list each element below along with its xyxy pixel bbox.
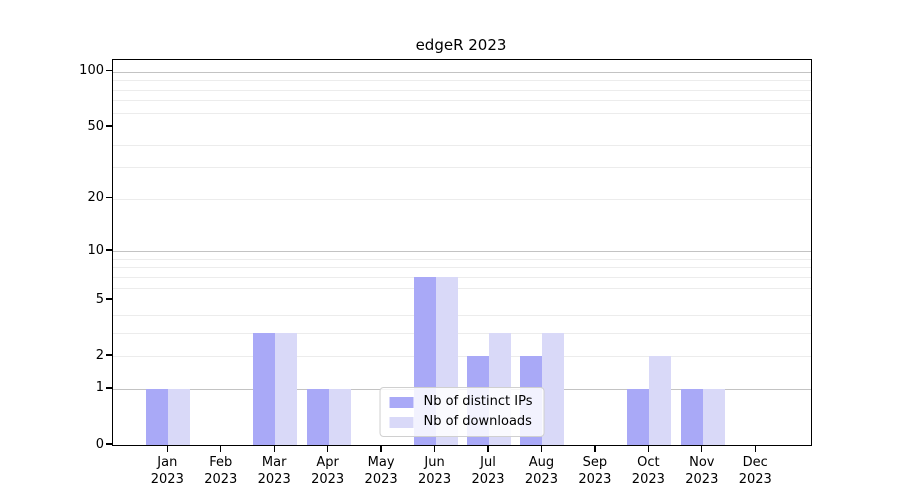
gridline-70 [113, 100, 811, 102]
y-tick-mark-10 [106, 249, 112, 251]
x-tick-label-jul: Jul 2023 [471, 455, 505, 487]
gridline-10 [113, 251, 811, 253]
x-tick-label-sep: Sep 2023 [578, 455, 612, 487]
y-tick-label-50: 50 [87, 118, 104, 134]
x-tick-mark-oct [647, 445, 650, 452]
plot-area: Nb of distinct IPs Nb of downloads [112, 59, 812, 446]
chart-title: edgeR 2023 [415, 36, 507, 54]
x-tick-label-feb: Feb 2023 [204, 455, 238, 487]
gridline-3 [113, 332, 811, 334]
gridline-100 [113, 71, 811, 73]
x-tick-mark-sep [594, 445, 596, 452]
x-tick-label-apr: Apr 2023 [311, 455, 345, 487]
x-tick-label-aug: Aug 2023 [524, 455, 558, 487]
y-tick-mark-1 [106, 387, 112, 389]
y-tick-label-0: 0 [95, 436, 104, 452]
gridline-90 [113, 80, 811, 82]
gridline-4 [113, 314, 811, 316]
x-tick-label-dec: Dec 2023 [738, 455, 772, 487]
y-tick-mark-2 [106, 354, 112, 356]
x-tick-label-jun: Jun 2023 [418, 455, 452, 487]
legend-item-downloads: Nb of downloads [389, 414, 533, 429]
x-tick-label-may: May 2023 [364, 455, 398, 487]
bar-ips-apr [306, 388, 329, 445]
y-tick-label-10: 10 [87, 242, 104, 258]
y-tick-label-5: 5 [95, 291, 104, 307]
bar-ips-jan [146, 388, 169, 445]
y-tick-label-20: 20 [87, 190, 104, 206]
y-tick-mark-20 [106, 197, 112, 199]
gridline-80 [113, 89, 811, 91]
y-tick-mark-5 [106, 298, 112, 300]
x-tick-mark-mar [273, 445, 275, 452]
y-tick-label-2: 2 [95, 347, 104, 363]
bar-downloads-jan [168, 388, 191, 445]
legend: Nb of distinct IPs Nb of downloads [379, 387, 545, 437]
y-tick-mark-50 [106, 125, 112, 127]
bar-downloads-nov [702, 388, 725, 445]
x-tick-mark-nov [701, 445, 703, 452]
x-tick-mark-jul [487, 445, 489, 452]
legend-label-distinct-ips: Nb of distinct IPs [423, 394, 533, 409]
bar-downloads-apr [328, 388, 351, 445]
gridline-60 [113, 112, 811, 114]
gridline-40 [113, 144, 811, 146]
bar-ips-mar [253, 332, 276, 445]
bar-ips-oct [627, 388, 650, 445]
x-tick-label-nov: Nov 2023 [685, 455, 719, 487]
x-tick-mark-feb [220, 445, 222, 452]
bar-downloads-mar [275, 332, 298, 445]
gridline-9 [113, 258, 811, 260]
legend-label-downloads: Nb of downloads [423, 414, 532, 429]
gridline-20 [113, 198, 811, 200]
bar-downloads-oct [649, 356, 672, 445]
x-tick-label-mar: Mar 2023 [257, 455, 291, 487]
x-tick-label-oct: Oct 2023 [631, 455, 665, 487]
y-tick-mark-100 [106, 70, 112, 72]
gridline-2 [113, 356, 811, 358]
gridline-8 [113, 267, 811, 269]
gridline-7 [113, 276, 811, 278]
gridline-30 [113, 167, 811, 169]
legend-swatch-downloads [389, 416, 414, 428]
x-tick-mark-may [380, 445, 382, 452]
x-tick-mark-aug [540, 445, 543, 452]
x-tick-mark-apr [326, 445, 329, 452]
legend-item-distinct-ips: Nb of distinct IPs [389, 394, 533, 409]
gridline-6 [113, 287, 811, 289]
legend-swatch-distinct-ips [389, 396, 414, 408]
x-tick-label-jan: Jan 2023 [150, 455, 184, 487]
y-tick-label-100: 100 [79, 63, 104, 79]
y-tick-mark-0 [106, 443, 112, 445]
y-tick-label-1: 1 [95, 380, 104, 396]
bar-ips-nov [680, 388, 703, 445]
x-tick-mark-jan [166, 445, 168, 452]
x-tick-mark-jun [433, 445, 436, 452]
x-tick-mark-dec [754, 445, 756, 452]
bar-downloads-aug [542, 332, 565, 445]
